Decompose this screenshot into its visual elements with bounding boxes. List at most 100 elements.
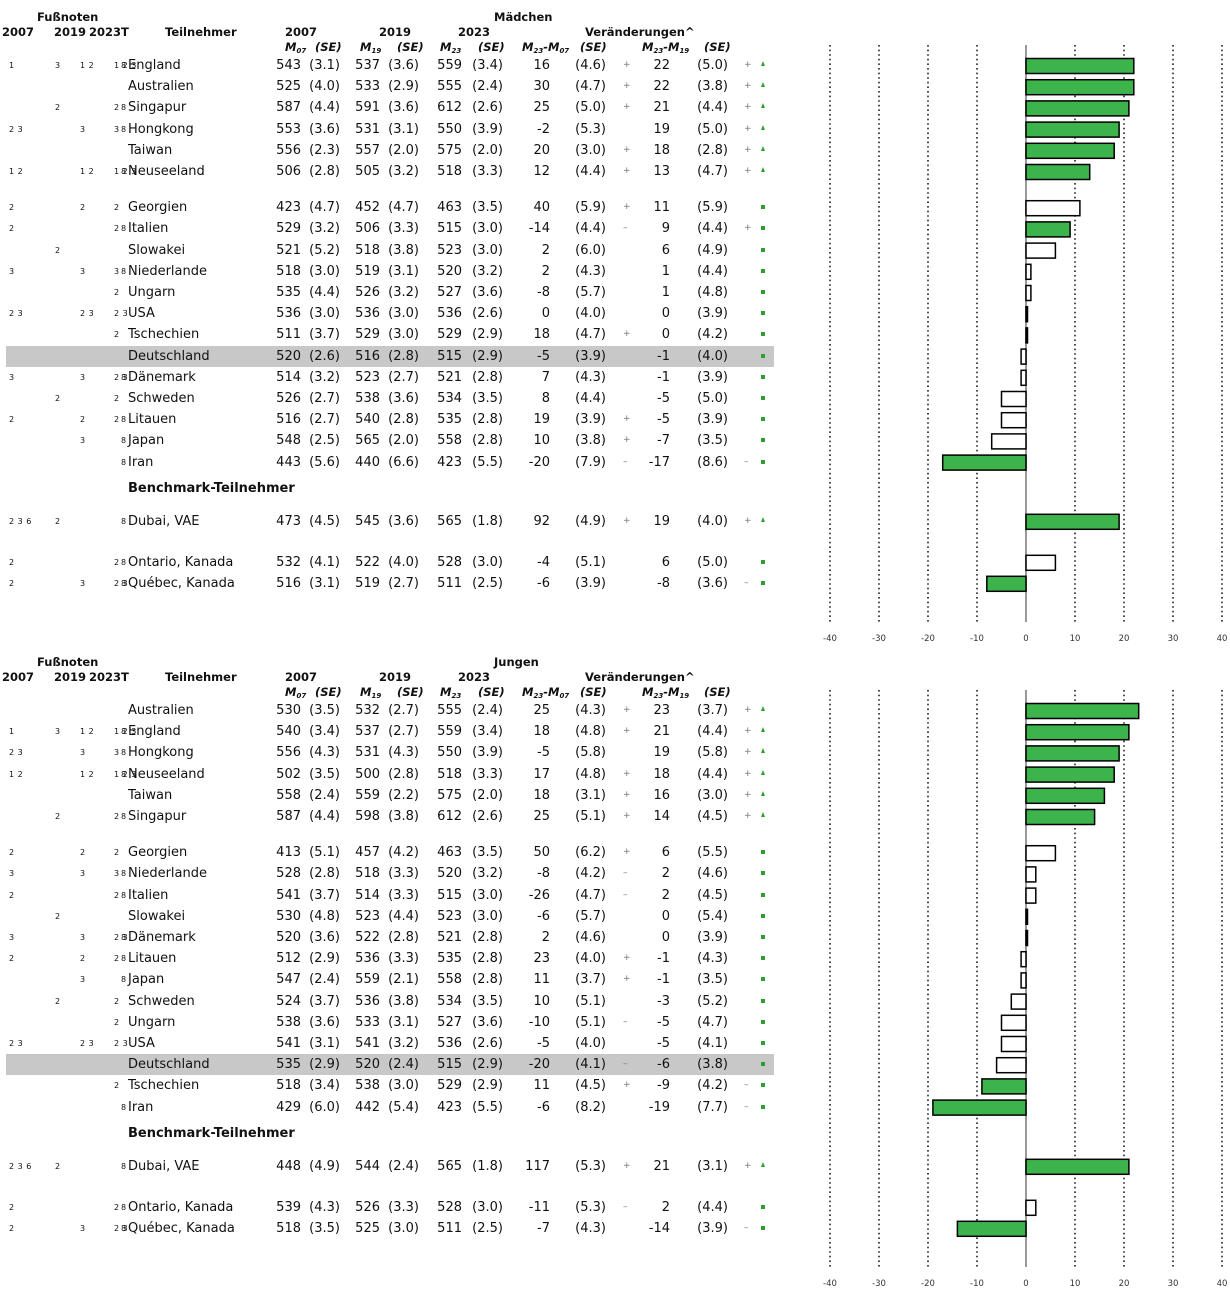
cell-m19: 440 <box>355 454 380 470</box>
sig-sign-19: + <box>744 166 752 176</box>
cell-d2: 6 <box>661 242 670 258</box>
cell-se19: (4.2) <box>388 845 419 861</box>
trend-up-icon <box>761 103 765 109</box>
cell-sed2: (3.7) <box>697 703 728 718</box>
sig-sign-19: – <box>744 577 749 588</box>
cell-m23: 536 <box>437 1036 462 1051</box>
cell-m19: 523 <box>355 369 380 385</box>
table-row: 2 2 2 8 Litauen 516 (2.7) 540 (2.8) 535 (2.8) 19 (3.… <box>0 409 780 430</box>
cell-d2: -5 <box>657 1036 670 1051</box>
table-row: 2 2 8 Italien 529 (3.2) 506 (3.3) 515 (3.0) -14 (4.… <box>0 218 780 239</box>
cell-d1: -4 <box>537 554 550 570</box>
sig-sign-07: – <box>623 1016 628 1027</box>
cell-sed2: (3.8) <box>697 1057 728 1073</box>
cell-d2: 0 <box>661 327 670 343</box>
footnote-marker: 2 <box>114 996 120 1006</box>
cell-m07: 547 <box>276 972 301 988</box>
trend-stable-icon <box>761 290 765 294</box>
cell-d2: -5 <box>657 391 670 406</box>
cell-se19: (2.0) <box>388 433 419 449</box>
mean-symbol: M <box>642 685 654 699</box>
cell-sed1: (5.7) <box>575 908 606 924</box>
cell-d2: 1 <box>661 285 670 300</box>
table-row: 2 3 3 3 8 Hongkong 556 (4.3) 531 (4.3) 550 (3.9) -5… <box>0 742 780 763</box>
trend-marker: 8 <box>121 103 127 113</box>
sig-sign-07: + <box>623 705 631 715</box>
cell-m19: 591 <box>355 100 380 116</box>
trend-stable-icon <box>761 998 765 1003</box>
cell-d2: -6 <box>657 1057 670 1073</box>
cell-d2: -7 <box>657 433 670 449</box>
participant-name: Iran <box>128 454 154 470</box>
cell-m07: 553 <box>276 121 301 137</box>
cell-m07: 516 <box>276 412 301 428</box>
table-row: 1 2 1 2 1 2 3 8 Neuseeland 506 (2.8) 505 (3.2) 51… <box>0 161 780 182</box>
diff-subheader: M23-M07 <box>522 40 569 55</box>
participant-name: Niederlande <box>128 263 207 279</box>
cell-m07: 548 <box>276 433 301 449</box>
trend-marker: 8 <box>121 266 127 276</box>
bar-usa <box>1025 305 1029 323</box>
table-row: 3 3 3 8 Niederlande 528 (2.8) 518 (3.3) 520 (3.2) -… <box>0 863 780 884</box>
cell-se23: (1.8) <box>472 1158 503 1174</box>
cell-se19: (2.8) <box>388 412 419 428</box>
cell-se23: (3.0) <box>472 242 503 258</box>
cell-d1: -6 <box>537 908 550 924</box>
participant-name: Taiwan <box>128 787 173 803</box>
participant-name: Niederlande <box>128 866 207 882</box>
cell-d1: -7 <box>537 1220 550 1236</box>
table-row: 2 Tschechien 518 (3.4) 538 (3.0) 529 (2.9) 11 (4.… <box>0 1075 780 1096</box>
footnote-marker: 3 <box>80 266 86 276</box>
cell-sed1: (6.0) <box>575 242 606 258</box>
cell-d1: -8 <box>537 866 550 882</box>
cell-m07: 514 <box>276 369 301 385</box>
cell-se23: (2.9) <box>472 1057 503 1073</box>
bar-deutschland <box>1020 348 1027 365</box>
trend-marker: 8 <box>121 578 127 588</box>
benchmark-heading: Benchmark-Teilnehmer <box>128 480 295 496</box>
year-2023-header: 2023 <box>458 670 491 684</box>
cell-se23: (2.0) <box>472 787 503 803</box>
cell-m19: 532 <box>355 703 380 718</box>
cell-se23: (2.9) <box>472 348 503 364</box>
cell-sed2: (3.9) <box>697 369 728 385</box>
cell-m07: 556 <box>276 745 301 761</box>
footnote-col-2007: 2007 <box>2 670 35 684</box>
x-tick-label: 10 <box>1070 1279 1081 1289</box>
table-row: Deutschland 535 (2.9) 520 (2.4) 515 (2.9) -20 (4… <box>6 1054 774 1076</box>
cell-d1: -5 <box>537 1036 550 1051</box>
cell-se23: (3.4) <box>472 58 503 73</box>
cell-d1: 0 <box>541 306 550 322</box>
cell-se19: (4.4) <box>388 908 419 924</box>
cell-sed2: (4.0) <box>697 348 728 364</box>
footnote-col-2023: 2023 <box>89 670 122 684</box>
cell-se07: (4.3) <box>309 1199 340 1215</box>
cell-se07: (4.9) <box>309 1158 340 1174</box>
footnote-marker: 1 <box>9 61 15 70</box>
cell-m23: 555 <box>437 79 462 95</box>
trend-stable-icon <box>761 913 765 918</box>
trend-stable-icon <box>761 1019 765 1024</box>
cell-m19: 522 <box>355 554 380 570</box>
sig-sign-19: + <box>744 102 752 113</box>
cell-sed1: (7.9) <box>575 454 606 470</box>
table-row: 2 3 6 2 8 Dubai, VAE 473 (4.5) 545 (3.6) 565 (1.8… <box>0 511 780 532</box>
cell-se19: (3.3) <box>388 866 419 882</box>
cell-m23: 515 <box>437 348 462 364</box>
cell-m23: 534 <box>437 391 462 406</box>
cell-se19: (3.2) <box>388 164 419 179</box>
table-row: 2 2 2 8 Litauen 512 (2.9) 536 (3.3) 535 (2.8) 23 (4.… <box>0 948 780 969</box>
cell-m07: 558 <box>276 787 301 803</box>
year-2019-header: 2019 <box>379 25 412 39</box>
cell-m07: 518 <box>276 1220 301 1236</box>
participant-name: Taiwan <box>128 142 173 158</box>
mean-symbol: M <box>360 685 372 699</box>
footnote-marker: 1 2 3 <box>114 167 137 176</box>
participants-header: Teilnehmer <box>165 670 237 684</box>
footnote-marker: 2 3 <box>9 124 24 134</box>
cell-m19: 536 <box>355 951 380 967</box>
cell-se07: (4.5) <box>309 513 340 529</box>
cell-m07: 516 <box>276 575 301 591</box>
se-subheader: (SE) <box>315 685 342 699</box>
footnote-marker: 1 2 <box>80 769 95 779</box>
